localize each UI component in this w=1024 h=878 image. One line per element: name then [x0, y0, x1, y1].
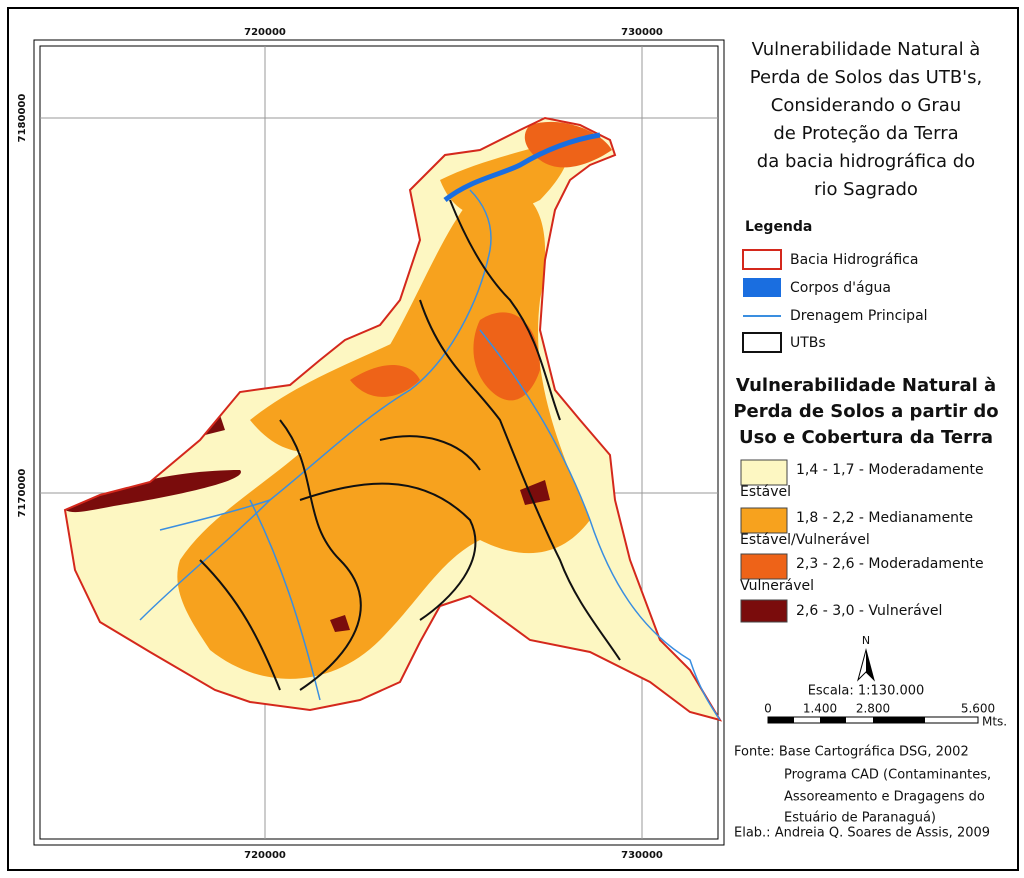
legend-label: UTBs — [790, 335, 826, 351]
source-line: Elab.: Andreia Q. Soares de Assis, 2009 — [734, 826, 990, 841]
classes-title-line: Uso e Cobertura da Terra — [739, 427, 993, 448]
class-label: Estável/Vulnerável — [740, 532, 870, 548]
class-label: 2,3 - 2,6 - Moderadamente — [796, 556, 984, 572]
grid-label: 730000 — [621, 850, 663, 861]
grid-label: 720000 — [244, 850, 286, 861]
class-swatch — [740, 599, 788, 623]
scale-label: 0 — [764, 702, 772, 716]
outer-border — [7, 7, 1019, 871]
legend-swatch — [742, 332, 782, 353]
legend-label: Bacia Hidrográfica — [790, 252, 918, 268]
map-frame-inner — [39, 45, 719, 840]
class-label: 1,8 - 2,2 - Medianamente — [796, 510, 973, 526]
class-label: Estável — [740, 484, 791, 500]
source-line: Fonte: Base Cartográfica DSG, 2002 — [734, 745, 969, 760]
scale-label: 1.400 — [803, 702, 837, 716]
scale-title: Escala: 1:130.000 — [808, 684, 925, 699]
legend-swatch — [742, 249, 782, 270]
class-swatch — [740, 553, 788, 580]
scale-label: 5.600 — [961, 702, 995, 716]
scale-bar — [767, 716, 979, 724]
source-line: Estuário de Paranaguá) — [784, 811, 936, 826]
classes-title: Vulnerabilidade Natural à Perda de Solos … — [733, 375, 998, 448]
class-label: 2,6 - 3,0 - Vulnerável — [796, 603, 942, 619]
class-swatch — [740, 507, 788, 534]
source-line: Programa CAD (Contaminantes, — [784, 768, 991, 783]
legend-label: Corpos d'água — [790, 280, 891, 296]
classes-title-line: Vulnerabilidade Natural à — [736, 375, 996, 396]
basin — [64, 117, 721, 721]
class-label: 1,4 - 1,7 - Moderadamente — [796, 462, 984, 478]
grid-label: 7170000 — [17, 469, 28, 518]
title-line: de Proteção da Terra — [773, 123, 958, 144]
title-line: Vulnerabilidade Natural à — [752, 39, 981, 60]
scale-unit: Mts. — [982, 715, 1007, 729]
legend-swatch — [743, 278, 781, 297]
class-swatch — [740, 459, 788, 486]
title: Vulnerabilidade Natural à Perda de Solos … — [750, 39, 982, 200]
legend-label: Drenagem Principal — [790, 308, 928, 324]
map-frame — [33, 39, 725, 846]
grid-label: 730000 — [621, 27, 663, 38]
title-line: rio Sagrado — [814, 179, 918, 200]
classes-title-line: Perda de Solos a partir do — [733, 401, 998, 422]
north-arrow — [866, 650, 874, 680]
legend-title: Legenda — [745, 219, 812, 235]
grid-label: 720000 — [244, 27, 286, 38]
title-line: Considerando o Grau — [771, 95, 961, 116]
title-line: Perda de Solos das UTB's, — [750, 67, 982, 88]
scale-label: 2.800 — [856, 702, 890, 716]
title-line: da bacia hidrográfica do — [757, 151, 975, 172]
grid-label: 7180000 — [17, 94, 28, 143]
class-label: Vulnerável — [740, 578, 814, 594]
source-line: Assoreamento e Dragagens do — [784, 790, 985, 805]
class-labels: 1,4 - 1,7 - Moderadamente Estável 1,8 - 2,… — [740, 462, 984, 619]
north-label: N — [862, 634, 870, 647]
